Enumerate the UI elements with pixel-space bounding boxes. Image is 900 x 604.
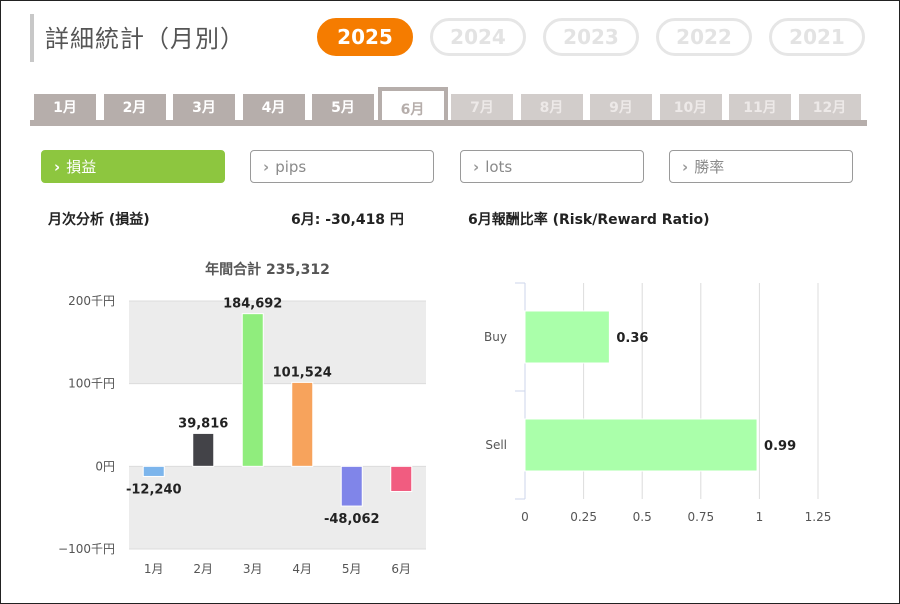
data-label: 0.36	[616, 331, 648, 346]
month-tab-2[interactable]: 2月	[103, 94, 166, 120]
month-tab-7[interactable]: 7月	[451, 94, 513, 120]
month-tab-9[interactable]: 9月	[590, 94, 652, 120]
title-accent-bar	[30, 14, 34, 62]
month-tab-4[interactable]: 4月	[242, 94, 305, 120]
monthly-analysis-label: 月次分析 (損益)	[48, 212, 150, 228]
x-tick-label: 1.25	[805, 510, 832, 524]
metric-tab-3[interactable]: › 勝率	[669, 150, 853, 183]
bar[interactable]	[291, 381, 314, 467]
x-tick-label: 0.75	[687, 510, 714, 524]
data-label: -48,062	[324, 512, 380, 527]
x-tick-label: 0.5	[633, 510, 652, 524]
metric-tab-label: 勝率	[694, 158, 725, 176]
chevron-right-icon: ›	[682, 157, 689, 176]
metric-tab-label: 損益	[66, 158, 97, 176]
x-tick-label: 4月	[292, 562, 312, 576]
page-title: 詳細統計（月別）	[45, 25, 245, 53]
ratio-panel-label: 6月報酬比率 (Risk/Reward Ratio)	[468, 212, 710, 228]
bar[interactable]	[241, 313, 264, 467]
bar[interactable]	[524, 418, 758, 472]
plot-band	[129, 466, 426, 549]
month-tab-12[interactable]: 12月	[798, 94, 861, 120]
y-tick-label: 200千円	[68, 294, 115, 308]
x-tick-label: 5月	[342, 562, 362, 576]
x-tick-label: 1月	[144, 562, 164, 576]
x-tick-label: 6月	[391, 562, 411, 576]
metric-tab-2[interactable]: › lots	[460, 150, 644, 183]
metric-tab-label: pips	[275, 157, 307, 176]
year-button-2025[interactable]: 2025	[317, 18, 413, 56]
chart-title: 年間合計 235,312	[205, 261, 330, 278]
risk-reward-chart: 0 0.25 0.5 0.75 1 1.25 0.36 Buy 0.99 Sell	[484, 282, 832, 524]
plot-band	[129, 301, 426, 384]
data-label: -12,240	[126, 482, 182, 497]
data-label: 0.99	[764, 439, 796, 454]
month-tab-11[interactable]: 11月	[729, 94, 791, 120]
bar[interactable]	[142, 465, 165, 477]
year-button-2023[interactable]: 2023	[543, 18, 639, 56]
bar[interactable]	[390, 465, 413, 492]
data-label: 39,816	[178, 416, 228, 431]
monthly-pnl-chart: 200千円 100千円 0円 −100千円 年間合計 235,312 -12,240 1月 3…	[58, 261, 426, 576]
month-tab-3[interactable]: 3月	[173, 94, 235, 120]
bar[interactable]	[192, 432, 215, 467]
chevron-right-icon: ›	[263, 157, 270, 176]
category-label: Sell	[485, 438, 507, 452]
month-value: 6月: -30,418 円	[291, 212, 404, 228]
year-button-2022[interactable]: 2022	[656, 18, 752, 56]
data-label: 184,692	[223, 297, 282, 312]
chevron-right-icon: ›	[54, 157, 61, 176]
bar[interactable]	[524, 310, 610, 364]
year-button-2024[interactable]: 2024	[430, 18, 526, 56]
metric-tab-0[interactable]: › 損益	[41, 150, 225, 183]
month-tab-5[interactable]: 5月	[312, 94, 374, 120]
y-tick-label: 0円	[95, 459, 115, 473]
category-label: Buy	[484, 330, 507, 344]
x-tick-label: 1	[756, 510, 764, 524]
month-tab-6[interactable]: 6月	[377, 87, 448, 126]
chevron-right-icon: ›	[473, 157, 480, 176]
x-tick-label: 2月	[193, 562, 213, 576]
month-tab-1[interactable]: 1月	[34, 94, 96, 120]
y-tick-label: −100千円	[58, 542, 115, 556]
metric-tab-label: lots	[485, 157, 513, 176]
month-tabs-baseline	[30, 120, 867, 126]
x-tick-label: 0	[521, 510, 529, 524]
month-tab-10[interactable]: 10月	[659, 94, 722, 120]
year-button-2021[interactable]: 2021	[769, 18, 865, 56]
data-label: 101,524	[273, 365, 332, 380]
x-tick-label: 0.25	[570, 510, 597, 524]
bar[interactable]	[340, 465, 363, 507]
x-tick-label: 3月	[243, 562, 263, 576]
y-tick-label: 100千円	[68, 377, 115, 391]
metric-tab-1[interactable]: › pips	[250, 150, 434, 183]
month-tab-8[interactable]: 8月	[520, 94, 583, 120]
